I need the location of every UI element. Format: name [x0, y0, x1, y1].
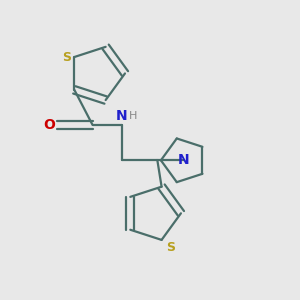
Text: O: O — [43, 118, 55, 132]
Text: N: N — [178, 153, 190, 167]
Text: H: H — [129, 111, 137, 121]
Text: N: N — [116, 109, 128, 123]
Text: S: S — [166, 241, 175, 254]
Text: S: S — [61, 50, 70, 64]
